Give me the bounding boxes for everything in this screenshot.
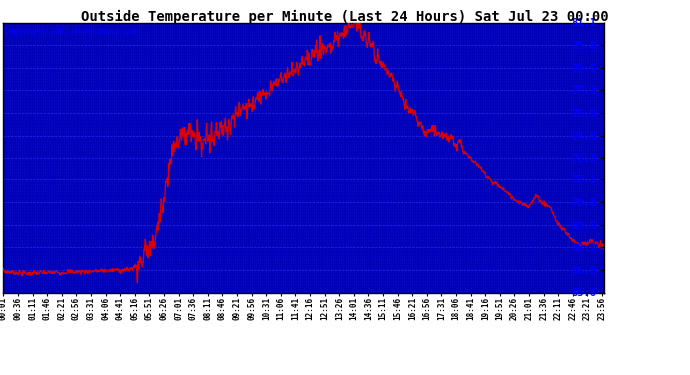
Text: Outside Temperature per Minute (Last 24 Hours) Sat Jul 23 00:00: Outside Temperature per Minute (Last 24 …: [81, 9, 609, 24]
Text: Copyright 2005 Gurtronics.com: Copyright 2005 Gurtronics.com: [4, 27, 138, 36]
